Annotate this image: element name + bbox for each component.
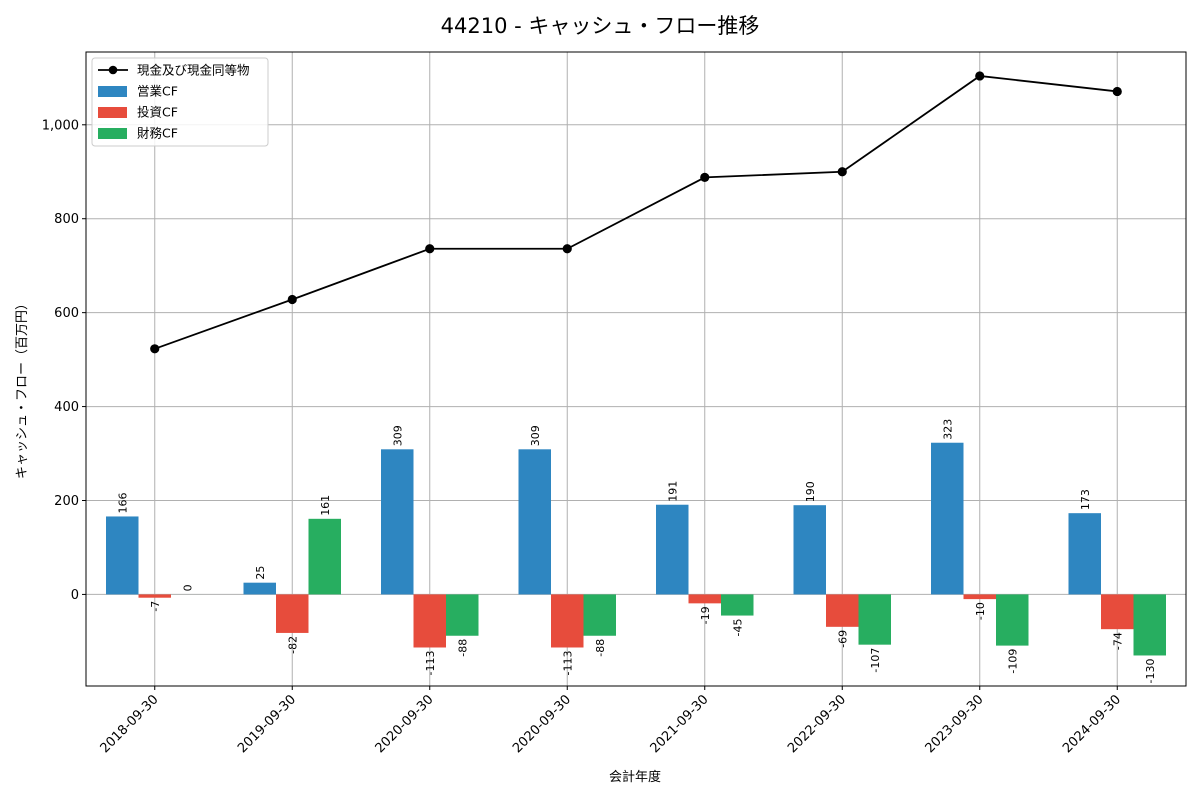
bar-投資CF [826, 594, 859, 627]
bar-value-label: -88 [594, 639, 607, 657]
bar-営業CF [106, 516, 139, 595]
bar-value-label: 323 [941, 419, 954, 440]
cash-point [837, 167, 847, 177]
legend-label: 現金及び現金同等物 [137, 63, 250, 78]
y-axis-ticks: 0 200 400 600 800 1,000 [42, 118, 86, 603]
bar-財務CF [996, 594, 1029, 646]
bar-value-label: -10 [974, 602, 987, 620]
bar-営業CF [793, 505, 826, 595]
legend-label: 投資CF [137, 105, 178, 120]
bars-layer [106, 442, 1166, 656]
bar-営業CF [931, 442, 964, 595]
bar-value-label: -82 [286, 636, 299, 654]
bar-営業CF [381, 449, 414, 595]
bar-営業CF [243, 582, 276, 595]
bar-value-label: -7 [149, 601, 162, 612]
legend-swatch [98, 86, 127, 97]
bar-value-label: -107 [869, 648, 882, 673]
legend-marker [108, 65, 118, 75]
bar-value-label: -74 [1111, 632, 1124, 650]
x-tick-label: 2021-09-30 [648, 692, 712, 756]
line-layer [150, 71, 1122, 354]
bar-投資CF [138, 594, 171, 598]
bar-営業CF [1068, 513, 1101, 595]
bar-営業CF [656, 504, 689, 595]
y-tick-label: 800 [54, 212, 79, 227]
bar-財務CF [721, 594, 754, 616]
legend-swatch [98, 128, 127, 139]
cash-point [150, 344, 160, 354]
y-axis-label: キャッシュ・フロー（百万円） [15, 297, 30, 479]
x-tick-label: 2020-09-30 [510, 692, 574, 756]
bar-value-label: -109 [1006, 649, 1019, 674]
bar-投資CF [963, 594, 996, 600]
cash-point [1112, 86, 1122, 97]
data-labels-layer: 166 25 309 309 191 190 323 173 -7 -82 -113 -113 -19 -… [116, 419, 1157, 684]
grid-lines [86, 52, 1186, 686]
plot-frame [85, 51, 1187, 687]
cash-point [975, 71, 985, 81]
legend-label: 営業CF [137, 84, 178, 99]
bar-value-label: 0 [181, 584, 194, 591]
x-tick-label: 2023-09-30 [923, 692, 987, 756]
y-tick-label: 200 [54, 494, 79, 509]
chart-title: 44210 - キャッシュ・フロー推移 [441, 14, 760, 38]
bar-value-label: -113 [561, 650, 574, 675]
cash-point [287, 294, 297, 305]
x-axis-ticks: 2018-09-30 2019-09-30 2020-09-30 2020-09-30… [98, 686, 1124, 756]
y-tick-label: 0 [71, 588, 79, 603]
bar-投資CF [551, 594, 584, 648]
cash-point [425, 244, 435, 254]
x-tick-label: 2019-09-30 [235, 692, 299, 756]
bar-value-label: 173 [1079, 489, 1092, 510]
y-tick-label: 400 [54, 400, 79, 415]
legend-box [91, 57, 269, 147]
bar-value-label: -69 [836, 630, 849, 648]
bar-value-label: -45 [731, 619, 744, 637]
bar-value-label: 191 [666, 481, 679, 502]
cash-line [154, 75, 1118, 350]
cash-point [562, 244, 572, 254]
bar-財務CF [446, 594, 479, 636]
bar-value-label: 25 [254, 566, 267, 580]
bar-投資CF [413, 594, 446, 648]
legend-swatch [98, 107, 127, 118]
bar-value-label: 161 [319, 495, 332, 516]
bar-営業CF [518, 449, 551, 595]
bar-value-label: -113 [424, 650, 437, 675]
x-tick-label: 2024-09-30 [1060, 692, 1124, 756]
bar-value-label: 166 [116, 492, 129, 513]
legend-label: 財務CF [137, 126, 178, 141]
cash-point [700, 172, 710, 182]
x-tick-label: 2018-09-30 [98, 692, 162, 756]
bar-財務CF [583, 594, 616, 636]
y-tick-label: 1,000 [42, 118, 79, 133]
x-tick-label: 2020-09-30 [373, 692, 437, 756]
bar-value-label: -130 [1144, 658, 1157, 683]
bar-財務CF [1133, 594, 1166, 656]
bar-投資CF [688, 594, 721, 604]
bar-value-label: -88 [456, 639, 469, 657]
x-axis-label: 会計年度 [609, 769, 661, 785]
bar-財務CF [858, 594, 891, 645]
bar-value-label: 309 [529, 425, 542, 446]
bar-value-label: -19 [699, 606, 712, 624]
x-tick-label: 2022-09-30 [785, 692, 849, 756]
bar-value-label: 190 [804, 481, 817, 502]
bar-投資CF [1101, 594, 1134, 630]
bar-投資CF [276, 594, 309, 633]
bar-財務CF [308, 518, 341, 595]
bar-value-label: 309 [391, 425, 404, 446]
y-tick-label: 600 [54, 306, 79, 321]
